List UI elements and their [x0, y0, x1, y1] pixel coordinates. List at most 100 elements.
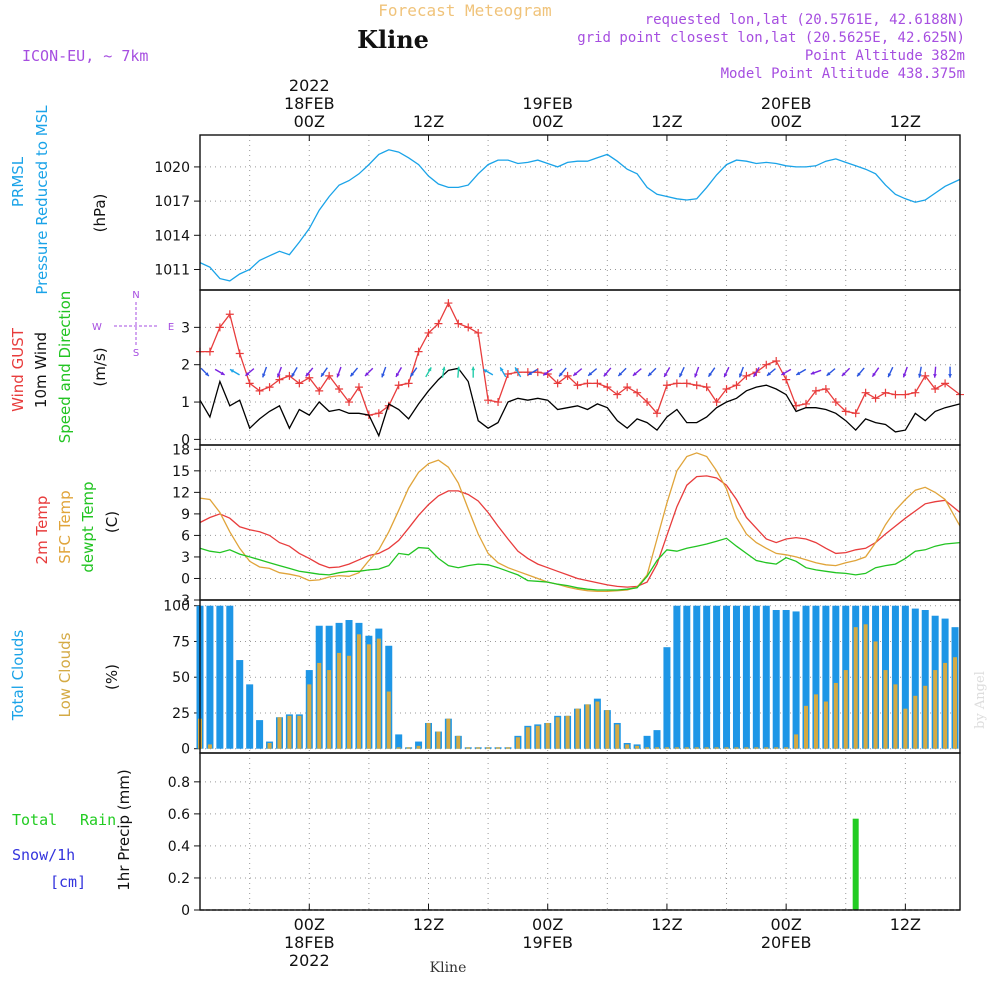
model-altitude: Model Point Altitude 438.375m — [721, 66, 965, 82]
gust-marker — [444, 299, 453, 308]
gust-marker-cross — [205, 347, 214, 356]
dewpt-label: dewpt Temp — [79, 481, 97, 572]
low-cloud-bar — [804, 705, 809, 749]
gust-marker — [881, 388, 890, 397]
wind-arrow — [262, 366, 268, 378]
location-title: Kline — [357, 25, 429, 54]
y-tick-label: 1017 — [154, 194, 190, 210]
gust-marker-cross — [424, 328, 433, 337]
wind-arrow-head — [841, 372, 846, 377]
wind-arrow — [527, 368, 538, 376]
gust-marker — [563, 371, 572, 380]
wind-arrow-head — [276, 373, 281, 378]
gust-marker-cross — [374, 409, 383, 418]
total-cloud-bar — [891, 605, 899, 749]
low-cloud-bar — [515, 737, 520, 749]
low-cloud-bar — [565, 715, 570, 749]
gust-marker — [931, 384, 940, 393]
wind-arrow — [723, 366, 730, 378]
gust-marker-cross — [335, 384, 344, 393]
gust-marker-cross — [295, 379, 304, 388]
gust-marker — [235, 349, 244, 358]
wind-arrow — [395, 367, 403, 378]
wind-arrow-head — [364, 372, 369, 377]
gust-marker — [533, 368, 542, 377]
low-cloud-bar — [317, 662, 322, 749]
total-cloud-bar — [782, 610, 790, 749]
low-cloud-bar — [933, 670, 938, 749]
wind-arrow-head — [826, 371, 831, 376]
wind-arrow — [471, 366, 476, 378]
gust-marker-cross — [732, 381, 741, 390]
total-cloud-bar — [206, 605, 214, 749]
bottom-time-label: 18FEB — [284, 933, 335, 952]
y-tick-label: 3 — [181, 320, 190, 336]
grid-lonlat: grid point closest lon,lat (20.5625E, 42… — [577, 30, 965, 46]
gust-marker-cross — [225, 310, 234, 319]
total-cloud-bar — [226, 605, 234, 749]
low-cloud-bar — [913, 695, 918, 749]
gust-marker — [941, 379, 950, 388]
wind-arrow — [617, 367, 627, 377]
temp-unit: (C) — [103, 511, 121, 533]
gust-marker-cross — [414, 347, 423, 356]
gust-marker-cross — [772, 356, 781, 365]
low-cloud-bar — [694, 747, 699, 749]
point-altitude: Point Altitude 382m — [805, 48, 965, 64]
wind-arrow-head — [427, 367, 432, 372]
wind-arrow — [320, 367, 328, 378]
y-tick-label: 25 — [172, 706, 190, 722]
wind-arrow — [887, 366, 894, 378]
wind-arrow-head — [618, 372, 623, 377]
panel-precip: 0 0.2 0.4 0.6 0.8 — [168, 752, 961, 919]
total-cloud-bar — [911, 608, 919, 749]
wind-dir-label: Speed and Direction — [56, 291, 74, 444]
gust-marker — [503, 370, 512, 379]
side-labels: PRMSL Pressure Reduced to MSL (hPa) Wind… — [9, 105, 133, 891]
wind-arrow — [781, 368, 792, 376]
bottom-time-label: 20FEB — [761, 933, 812, 952]
gust-marker — [345, 398, 354, 407]
low-cloud-bar — [337, 652, 342, 749]
wind-arrow — [856, 367, 865, 377]
top-time-label: 19FEB — [522, 94, 573, 113]
wind-arrow-head — [933, 373, 937, 378]
gust-marker-cross — [553, 379, 562, 388]
y-tick-label: 15 — [172, 464, 190, 480]
low-cloud-bar — [625, 744, 630, 749]
gust-marker-cross — [811, 386, 820, 395]
gust-marker — [831, 398, 840, 407]
low-cloud-bar — [953, 657, 958, 749]
wind-arrow — [647, 367, 657, 377]
watermark: by Angel — [973, 671, 988, 729]
total-cloud-bar — [822, 605, 830, 749]
gust-marker-cross — [523, 368, 532, 377]
low-cloud-bar — [635, 745, 640, 749]
wind-arrow-head — [205, 372, 209, 377]
low-cloud-bar — [873, 641, 878, 749]
low-cloud-bar — [307, 684, 312, 749]
low-cloud-bar — [754, 747, 759, 749]
pressure-label-msl: Pressure Reduced to MSL — [33, 105, 51, 295]
low-cloud-bar — [674, 747, 679, 749]
total-cloud-bar — [812, 605, 820, 749]
wind-label: 10m Wind — [32, 332, 50, 408]
total-cloud-bar — [802, 605, 810, 749]
gust-marker-cross — [265, 383, 274, 392]
gust-marker — [623, 383, 632, 392]
wind-arrow — [349, 367, 359, 377]
clouds-unit: (%) — [103, 664, 121, 690]
total-cloud-bar — [415, 741, 423, 749]
wind-arrow — [542, 368, 553, 376]
low-cloud-bar — [923, 685, 928, 749]
total-cloud-bar — [832, 605, 840, 749]
gust-marker-cross — [275, 375, 284, 384]
low-cloud-bar — [724, 747, 729, 749]
low-cloud-bar — [366, 644, 371, 749]
wind-arrow-head — [543, 371, 548, 376]
low-cloud-bar — [863, 624, 868, 749]
panel-clouds: 0 25 50 75 100 — [163, 599, 961, 758]
low-cloud-bar — [744, 747, 749, 749]
panel-frame — [199, 444, 961, 601]
gust-marker — [762, 360, 771, 369]
